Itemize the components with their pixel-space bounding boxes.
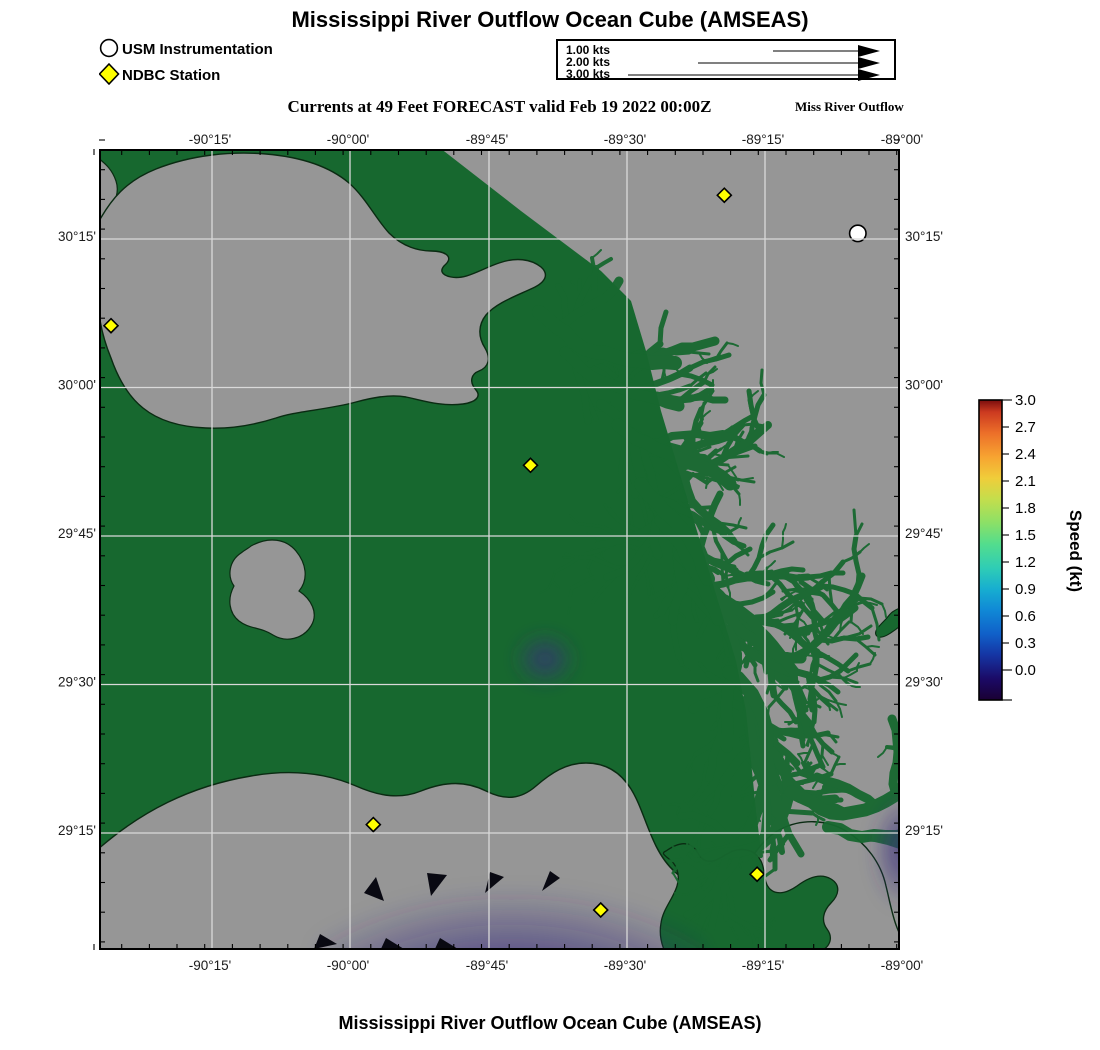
- svg-text:USM Instrumentation: USM Instrumentation: [122, 41, 273, 58]
- svg-text:30°00': 30°00': [58, 378, 96, 393]
- svg-text:30°15': 30°15': [58, 229, 96, 244]
- svg-text:0.0: 0.0: [1015, 662, 1036, 679]
- svg-text:3.0: 3.0: [1015, 392, 1036, 409]
- svg-text:29°30': 29°30': [905, 675, 943, 690]
- svg-text:29°45': 29°45': [905, 526, 943, 541]
- svg-text:-90°00': -90°00': [327, 958, 370, 973]
- svg-text:-89°30': -89°30': [604, 132, 647, 147]
- svg-text:1.5: 1.5: [1015, 527, 1036, 544]
- svg-text:29°45': 29°45': [58, 526, 96, 541]
- svg-text:-89°45': -89°45': [466, 132, 509, 147]
- svg-text:-89°30': -89°30': [604, 958, 647, 973]
- svg-text:2.1: 2.1: [1015, 473, 1036, 490]
- svg-text:29°30': 29°30': [58, 675, 96, 690]
- svg-text:0.9: 0.9: [1015, 581, 1036, 598]
- svg-text:30°00': 30°00': [905, 378, 943, 393]
- svg-text:-90°15': -90°15': [189, 958, 232, 973]
- svg-text:-89°00': -89°00': [881, 958, 924, 973]
- svg-text:3.00 kts: 3.00 kts: [566, 67, 610, 81]
- svg-text:1.2: 1.2: [1015, 554, 1036, 571]
- svg-text:-90°00': -90°00': [327, 132, 370, 147]
- svg-text:-89°00': -89°00': [881, 132, 924, 147]
- svg-text:1.8: 1.8: [1015, 500, 1036, 517]
- svg-text:Speed (kt): Speed (kt): [1066, 510, 1085, 592]
- svg-text:29°15': 29°15': [58, 823, 96, 838]
- svg-text:2.7: 2.7: [1015, 419, 1036, 436]
- svg-text:29°15': 29°15': [905, 823, 943, 838]
- svg-text:2.4: 2.4: [1015, 446, 1036, 463]
- svg-text:-89°45': -89°45': [466, 958, 509, 973]
- svg-text:-89°15': -89°15': [742, 132, 785, 147]
- svg-text:NDBC Station: NDBC Station: [122, 67, 220, 84]
- svg-text:-90°15': -90°15': [189, 132, 232, 147]
- svg-text:30°15': 30°15': [905, 229, 943, 244]
- svg-text:0.3: 0.3: [1015, 635, 1036, 652]
- svg-text:-89°15': -89°15': [742, 958, 785, 973]
- svg-text:0.6: 0.6: [1015, 608, 1036, 625]
